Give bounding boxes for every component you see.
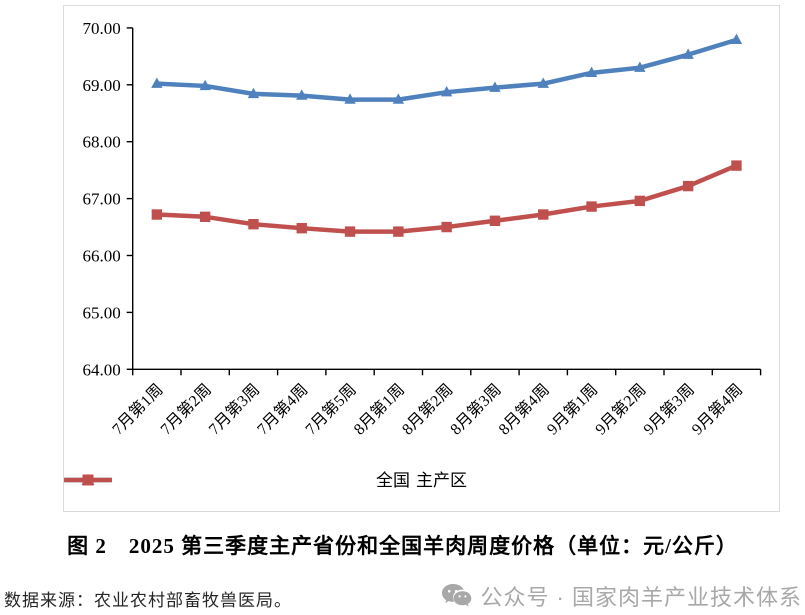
- series-marker: [392, 93, 405, 104]
- x-axis-label: 7月第1周: [109, 380, 167, 438]
- x-axis-label: 8月第3周: [447, 380, 505, 438]
- series-marker: [393, 226, 404, 237]
- x-axis-label: 7月第4周: [254, 380, 312, 438]
- x-axis-label: 8月第2周: [398, 380, 456, 438]
- y-axis-label: 65.00: [82, 303, 120, 322]
- series-marker: [344, 93, 356, 104]
- series-marker: [634, 195, 646, 207]
- series-marker: [151, 77, 163, 88]
- legend-item-0: 全国: [64, 471, 410, 490]
- watermark-text: 公众号 · 国家肉羊产业技术体系: [480, 585, 802, 610]
- series-line-square: [154, 163, 739, 234]
- series-marker: [634, 61, 646, 72]
- y-axis-label: 67.00: [82, 190, 120, 209]
- legend-item-1: 主产区: [64, 471, 467, 490]
- series-marker: [585, 66, 598, 78]
- x-axis-label: 9月第1周: [543, 380, 601, 438]
- line-chart: 64.00 65.00 66.00 67.00 68.00 69.00 70.00 7月第1周…: [82, 19, 762, 438]
- watermark: 公众号 · 国家肉羊产业技术体系: [441, 580, 802, 612]
- y-axis-label: 69.00: [82, 76, 120, 95]
- series-marker: [489, 215, 501, 226]
- series-marker: [441, 221, 452, 233]
- series-marker: [730, 33, 743, 45]
- y-axis-label: 66.00: [82, 247, 120, 266]
- series-marker: [538, 209, 549, 220]
- x-axis-label: 7月第2周: [157, 380, 215, 438]
- series-marker: [296, 222, 307, 234]
- series-marker: [344, 226, 356, 237]
- series-marker: [731, 160, 742, 171]
- series-marker: [199, 79, 211, 91]
- chart-legend: 全国 主产区: [64, 472, 779, 489]
- x-axis-label: 7月第3周: [205, 380, 263, 438]
- x-axis-label: 9月第3周: [640, 380, 698, 438]
- legend-label: 全国: [376, 471, 410, 490]
- series-marker: [151, 209, 163, 220]
- series-marker: [682, 48, 694, 59]
- legend-swatch-square-icon: [64, 474, 112, 486]
- y-axis-label: 64.00: [82, 360, 120, 379]
- wechat-icon: [442, 584, 472, 607]
- chart-figure: 64.00 65.00 66.00 67.00 68.00 69.00 70.00 7月第1周…: [63, 5, 780, 512]
- series-marker: [537, 77, 549, 88]
- series-marker: [682, 180, 694, 192]
- footer: 数据来源：农业农村部畜牧兽医局。 公众号 · 国家肉羊产业技术体系: [0, 580, 805, 614]
- series-marker: [489, 81, 501, 92]
- x-axis-label: 7月第5周: [302, 380, 360, 438]
- x-axis-label: 8月第4周: [495, 380, 553, 438]
- series-marker: [296, 89, 308, 100]
- y-axis-label: 70.00: [82, 19, 120, 38]
- series-marker: [586, 201, 597, 212]
- y-axis-label: 68.00: [82, 133, 120, 152]
- x-axis-label: 9月第2周: [592, 380, 650, 438]
- series-marker: [247, 87, 260, 99]
- axis-lines: [132, 27, 761, 370]
- data-source-text: 数据来源：农业农村部畜牧兽医局。: [4, 591, 292, 610]
- series-marker: [199, 211, 211, 223]
- legend-label: 主产区: [416, 471, 467, 490]
- series-marker: [440, 85, 453, 97]
- figure-caption: 图 2 2025 第三季度主产省份和全国羊肉周度价格（单位：元/公斤）: [67, 534, 738, 558]
- x-axis-label: 8月第1周: [350, 380, 408, 438]
- series-marker: [248, 219, 259, 230]
- x-axis-label: 9月第4周: [688, 380, 746, 438]
